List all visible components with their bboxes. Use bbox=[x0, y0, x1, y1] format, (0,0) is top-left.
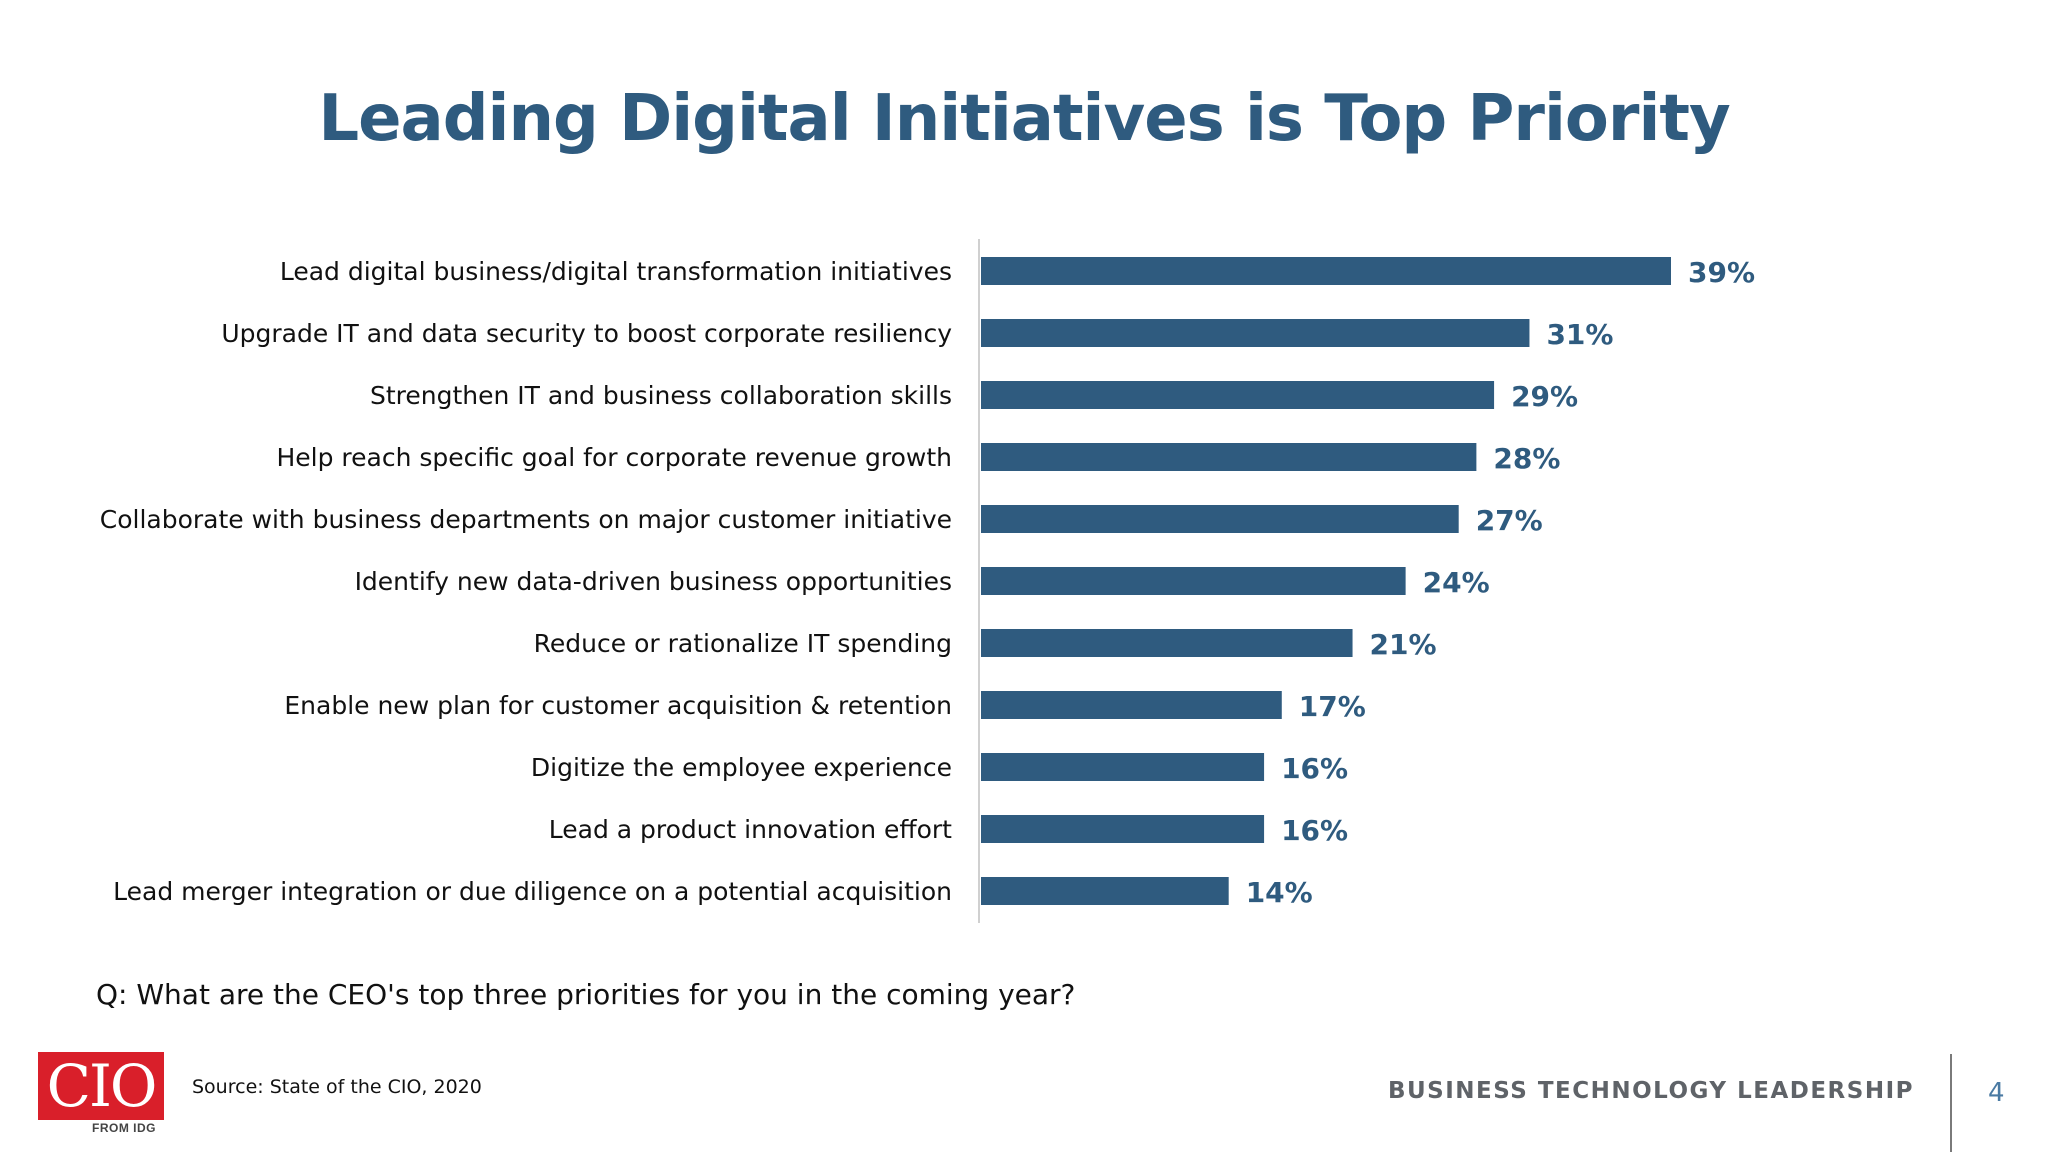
category-label: Lead a product innovation effort bbox=[549, 815, 952, 844]
value-label: 14% bbox=[1246, 876, 1313, 909]
source-note: Source: State of the CIO, 2020 bbox=[192, 1076, 482, 1098]
bar bbox=[981, 877, 1229, 905]
footer-tagline: BUSINESS TECHNOLOGY LEADERSHIP bbox=[1387, 1078, 1914, 1104]
value-label: 39% bbox=[1688, 256, 1755, 289]
logo-text: CIO bbox=[46, 1052, 158, 1120]
logo-subtext: FROM IDG bbox=[92, 1121, 156, 1135]
slide-title: Leading Digital Initiatives is Top Prior… bbox=[318, 82, 1730, 156]
value-label: 21% bbox=[1370, 628, 1437, 661]
bar bbox=[981, 753, 1265, 781]
category-label: Lead merger integration or due diligence… bbox=[113, 877, 952, 906]
category-label: Enable new plan for customer acquisition… bbox=[284, 691, 952, 720]
category-label: Reduce or rationalize IT spending bbox=[534, 629, 952, 658]
category-label: Digitize the employee experience bbox=[531, 753, 952, 782]
value-label: 24% bbox=[1423, 566, 1490, 599]
bar bbox=[981, 381, 1495, 409]
bar bbox=[981, 443, 1477, 471]
value-label: 31% bbox=[1546, 318, 1613, 351]
category-label: Strengthen IT and business collaboration… bbox=[370, 381, 952, 410]
bar bbox=[981, 257, 1671, 285]
cio-logo: CIO bbox=[38, 1052, 164, 1120]
value-label: 27% bbox=[1476, 504, 1543, 537]
bar bbox=[981, 691, 1282, 719]
survey-question: Q: What are the CEO's top three prioriti… bbox=[96, 978, 1076, 1011]
page-number: 4 bbox=[1988, 1078, 2005, 1108]
bar bbox=[981, 815, 1265, 843]
bar bbox=[981, 319, 1530, 347]
bar bbox=[981, 505, 1459, 533]
category-label: Help reach specific goal for corporate r… bbox=[276, 443, 952, 472]
value-label: 28% bbox=[1493, 442, 1560, 475]
bar bbox=[981, 629, 1353, 657]
category-label: Identify new data-driven business opport… bbox=[355, 567, 952, 596]
category-label: Upgrade IT and data security to boost co… bbox=[221, 319, 952, 348]
value-label: 29% bbox=[1511, 380, 1578, 413]
value-label: 17% bbox=[1299, 690, 1366, 723]
bar bbox=[981, 567, 1406, 595]
value-label: 16% bbox=[1281, 752, 1348, 785]
category-label: Lead digital business/digital transforma… bbox=[280, 257, 952, 286]
footer-divider bbox=[1950, 1054, 1952, 1152]
value-label: 16% bbox=[1281, 814, 1348, 847]
category-label: Collaborate with business departments on… bbox=[100, 505, 952, 534]
